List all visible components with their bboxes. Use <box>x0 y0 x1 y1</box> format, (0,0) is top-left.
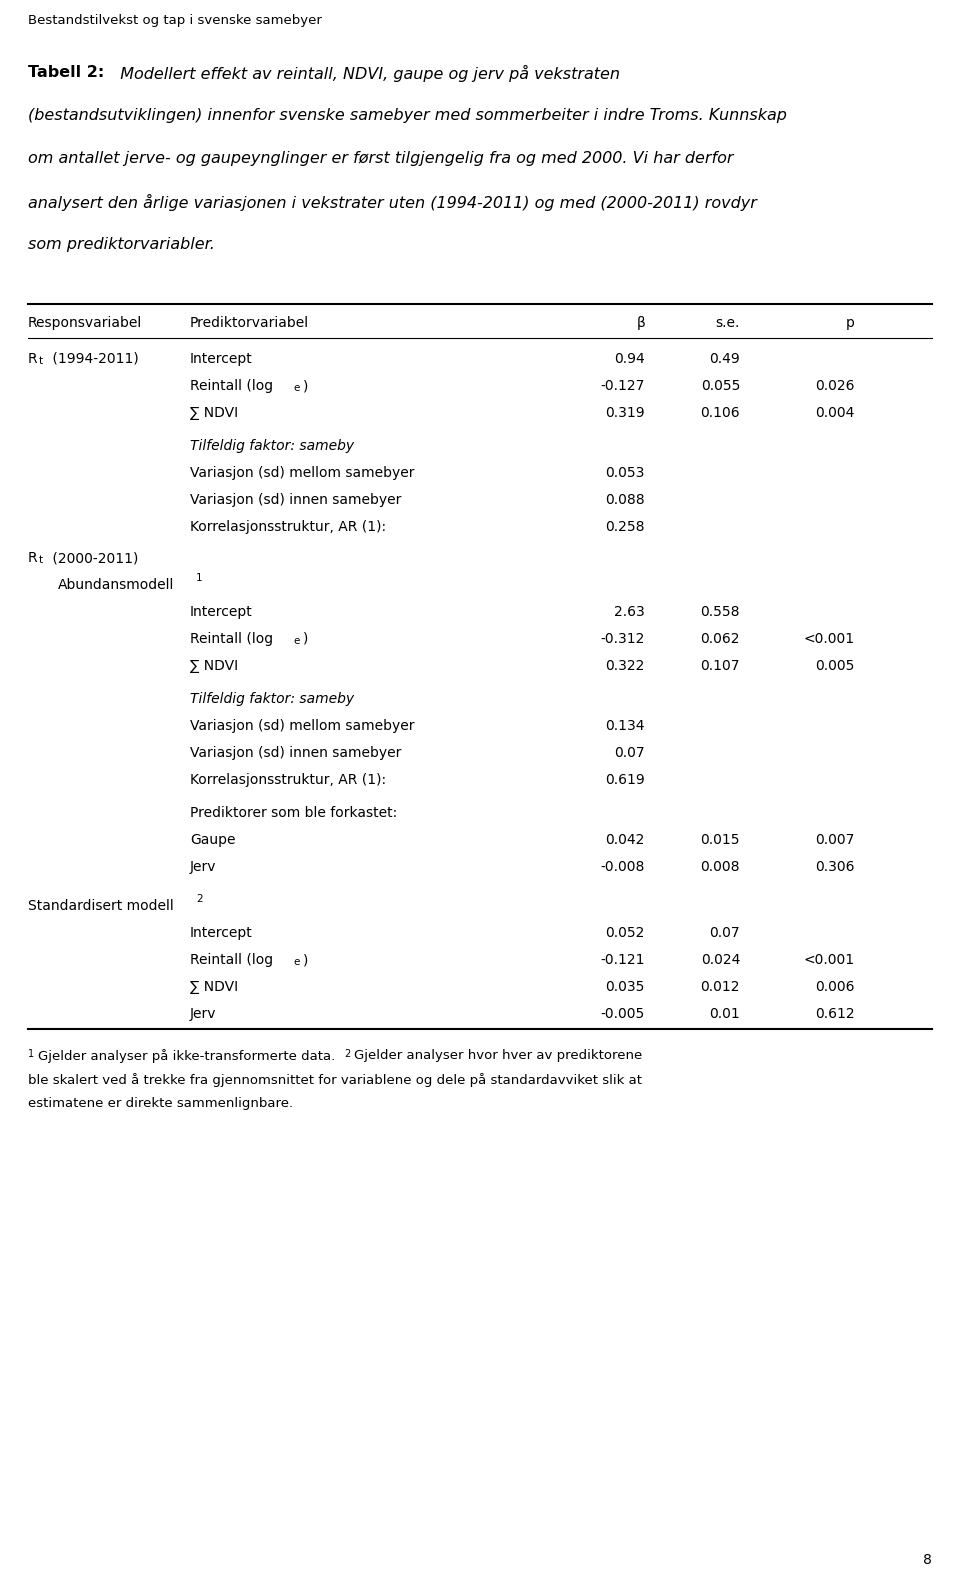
Text: Gjelder analyser hvor hver av prediktorene: Gjelder analyser hvor hver av prediktore… <box>354 1049 642 1062</box>
Text: 0.106: 0.106 <box>701 406 740 420</box>
Text: 0.015: 0.015 <box>701 834 740 846</box>
Text: 2: 2 <box>196 894 203 903</box>
Text: s.e.: s.e. <box>715 315 740 330</box>
Text: 0.107: 0.107 <box>701 659 740 674</box>
Text: ): ) <box>303 379 308 393</box>
Text: Abundansmodell: Abundansmodell <box>58 579 175 593</box>
Text: 0.49: 0.49 <box>709 352 740 366</box>
Text: Gaupe: Gaupe <box>190 834 235 846</box>
Text: t: t <box>39 555 43 564</box>
Text: 0.322: 0.322 <box>606 659 645 674</box>
Text: som prediktorvariabler.: som prediktorvariabler. <box>28 238 215 252</box>
Text: ): ) <box>303 632 308 647</box>
Text: om antallet jerve- og gaupeynglinger er først tilgjengelig fra og med 2000. Vi h: om antallet jerve- og gaupeynglinger er … <box>28 151 733 166</box>
Text: 0.055: 0.055 <box>701 379 740 393</box>
Text: Korrelasjonsstruktur, AR (1):: Korrelasjonsstruktur, AR (1): <box>190 520 386 534</box>
Text: -0.127: -0.127 <box>601 379 645 393</box>
Text: 0.008: 0.008 <box>701 861 740 873</box>
Text: Intercept: Intercept <box>190 926 252 940</box>
Text: 0.042: 0.042 <box>606 834 645 846</box>
Text: Intercept: Intercept <box>190 605 252 620</box>
Text: ): ) <box>303 953 308 967</box>
Text: 0.558: 0.558 <box>701 605 740 620</box>
Text: t: t <box>39 357 43 366</box>
Text: Intercept: Intercept <box>190 352 252 366</box>
Text: (1994-2011): (1994-2011) <box>48 352 139 366</box>
Text: 0.07: 0.07 <box>614 747 645 759</box>
Text: 0.319: 0.319 <box>606 406 645 420</box>
Text: -0.121: -0.121 <box>601 953 645 967</box>
Text: Jerv: Jerv <box>190 1006 217 1021</box>
Text: (bestandsutviklingen) innenfor svenske samebyer med sommerbeiter i indre Troms. : (bestandsutviklingen) innenfor svenske s… <box>28 108 787 124</box>
Text: Korrelasjonsstruktur, AR (1):: Korrelasjonsstruktur, AR (1): <box>190 773 386 788</box>
Text: 0.035: 0.035 <box>606 980 645 994</box>
Text: 8: 8 <box>924 1553 932 1568</box>
Text: (2000-2011): (2000-2011) <box>48 552 138 564</box>
Text: -0.008: -0.008 <box>601 861 645 873</box>
Text: <0.001: <0.001 <box>804 953 855 967</box>
Text: Reintall (log: Reintall (log <box>190 379 274 393</box>
Text: e: e <box>293 384 300 393</box>
Text: 0.004: 0.004 <box>816 406 855 420</box>
Text: Responsvariabel: Responsvariabel <box>28 315 142 330</box>
Text: 0.026: 0.026 <box>815 379 855 393</box>
Text: -0.005: -0.005 <box>601 1006 645 1021</box>
Text: 0.612: 0.612 <box>815 1006 855 1021</box>
Text: 0.134: 0.134 <box>606 720 645 732</box>
Text: Variasjon (sd) innen samebyer: Variasjon (sd) innen samebyer <box>190 747 401 759</box>
Text: 0.012: 0.012 <box>701 980 740 994</box>
Text: ∑ NDVI: ∑ NDVI <box>190 659 238 674</box>
Text: Bestandstilvekst og tap i svenske samebyer: Bestandstilvekst og tap i svenske sameby… <box>28 14 322 27</box>
Text: 0.053: 0.053 <box>606 466 645 480</box>
Text: Standardisert modell: Standardisert modell <box>28 899 174 913</box>
Text: 0.94: 0.94 <box>614 352 645 366</box>
Text: estimatene er direkte sammenlignbare.: estimatene er direkte sammenlignbare. <box>28 1097 293 1110</box>
Text: Modellert effekt av reintall, NDVI, gaupe og jerv på vekstraten: Modellert effekt av reintall, NDVI, gaup… <box>110 65 620 82</box>
Text: Variasjon (sd) mellom samebyer: Variasjon (sd) mellom samebyer <box>190 720 415 732</box>
Text: 0.088: 0.088 <box>606 493 645 507</box>
Text: ∑ NDVI: ∑ NDVI <box>190 406 238 420</box>
Text: Prediktorvariabel: Prediktorvariabel <box>190 315 309 330</box>
Text: Variasjon (sd) innen samebyer: Variasjon (sd) innen samebyer <box>190 493 401 507</box>
Text: Reintall (log: Reintall (log <box>190 632 274 647</box>
Text: -0.312: -0.312 <box>601 632 645 647</box>
Text: 0.024: 0.024 <box>701 953 740 967</box>
Text: 0.052: 0.052 <box>606 926 645 940</box>
Text: R: R <box>28 552 37 564</box>
Text: e: e <box>293 957 300 967</box>
Text: 0.01: 0.01 <box>709 1006 740 1021</box>
Text: <0.001: <0.001 <box>804 632 855 647</box>
Text: Gjelder analyser på ikke-transformerte data.: Gjelder analyser på ikke-transformerte d… <box>38 1049 340 1064</box>
Text: 0.258: 0.258 <box>606 520 645 534</box>
Text: e: e <box>293 636 300 647</box>
Text: 2.63: 2.63 <box>614 605 645 620</box>
Text: Tabell 2:: Tabell 2: <box>28 65 105 79</box>
Text: Tilfeldig faktor: sameby: Tilfeldig faktor: sameby <box>190 439 354 453</box>
Text: Prediktorer som ble forkastet:: Prediktorer som ble forkastet: <box>190 807 397 819</box>
Text: ble skalert ved å trekke fra gjennomsnittet for variablene og dele på standardav: ble skalert ved å trekke fra gjennomsnit… <box>28 1073 642 1087</box>
Text: analysert den årlige variasjonen i vekstrater uten (1994-2011) og med (2000-2011: analysert den årlige variasjonen i vekst… <box>28 193 756 211</box>
Text: p: p <box>846 315 855 330</box>
Text: 0.062: 0.062 <box>701 632 740 647</box>
Text: 0.306: 0.306 <box>815 861 855 873</box>
Text: Jerv: Jerv <box>190 861 217 873</box>
Text: 0.007: 0.007 <box>816 834 855 846</box>
Text: 1: 1 <box>28 1049 35 1059</box>
Text: Variasjon (sd) mellom samebyer: Variasjon (sd) mellom samebyer <box>190 466 415 480</box>
Text: 0.005: 0.005 <box>816 659 855 674</box>
Text: 1: 1 <box>196 574 203 583</box>
Text: 2: 2 <box>344 1049 350 1059</box>
Text: 0.006: 0.006 <box>815 980 855 994</box>
Text: 0.619: 0.619 <box>605 773 645 788</box>
Text: 0.07: 0.07 <box>709 926 740 940</box>
Text: Reintall (log: Reintall (log <box>190 953 274 967</box>
Text: Tilfeldig faktor: sameby: Tilfeldig faktor: sameby <box>190 693 354 705</box>
Text: β: β <box>636 315 645 330</box>
Text: ∑ NDVI: ∑ NDVI <box>190 980 238 994</box>
Text: R: R <box>28 352 37 366</box>
